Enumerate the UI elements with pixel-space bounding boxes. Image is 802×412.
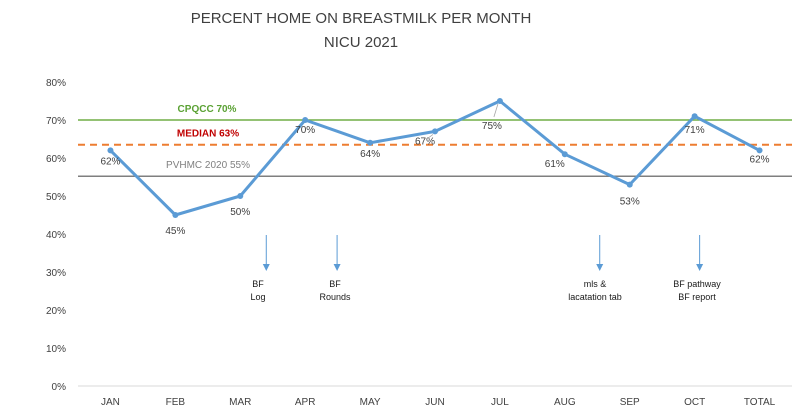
chart-title: PERCENT HOME ON BREASTMILK PER MONTH [191, 10, 532, 27]
data-label: 61% [545, 159, 565, 170]
data-label: 45% [165, 226, 185, 237]
x-tick-label: FEB [166, 397, 186, 408]
data-point [107, 147, 114, 154]
series-line [108, 99, 762, 217]
data-label: 62% [750, 154, 770, 165]
x-tick-label: JAN [101, 397, 120, 408]
x-tick-label: AUG [554, 397, 576, 408]
reference-line-label: PVHMC 2020 55% [166, 160, 250, 171]
x-tick-label: JUN [425, 397, 444, 408]
data-label: 67% [415, 136, 435, 147]
annotation-arrow-head [262, 264, 270, 271]
x-axis-labels: JAN FEB MAR APR MAY JUN JUL AUG SEP OCT TOTAL [101, 397, 776, 408]
y-tick-label: 0% [52, 382, 67, 393]
label-leader-line [493, 103, 499, 118]
data-label: 53% [620, 197, 640, 208]
annotation-text: BF [252, 279, 264, 289]
data-point [367, 139, 374, 146]
data-point [691, 113, 698, 120]
annotation-text: BF report [678, 292, 716, 302]
data-point [626, 181, 633, 188]
series-layer: 62% 45% 50% 70% 64% 67% 75% 61% 53% 71% 62% [100, 98, 770, 237]
reference-line-label: CPQCC 70% [178, 104, 237, 115]
x-tick-label: JUL [491, 397, 509, 408]
annotation-text: mls & [584, 279, 607, 289]
data-point [172, 212, 179, 218]
y-tick-label: 40% [46, 230, 66, 241]
y-tick-label: 70% [46, 116, 66, 127]
data-point [237, 193, 244, 199]
chart-subtitle: NICU 2021 [324, 34, 398, 51]
y-tick-label: 50% [46, 192, 66, 203]
y-tick-label: 20% [46, 306, 66, 317]
reference-lines: CPQCC 70% MEDIAN 63% PVHMC 2020 55% [78, 104, 792, 177]
y-tick-label: 30% [46, 268, 66, 279]
data-point [496, 98, 503, 104]
annotation-text: BF [329, 279, 341, 289]
y-tick-label: 60% [46, 154, 66, 165]
y-tick-label: 10% [46, 344, 66, 355]
x-tick-label: OCT [684, 397, 705, 408]
data-point [302, 117, 309, 123]
y-tick-label: 80% [46, 78, 66, 89]
data-label: 71% [685, 125, 705, 136]
data-label: 50% [230, 207, 250, 218]
annotation-text: lacatation tab [568, 292, 622, 302]
y-axis: 0% 10% 20% 30% 40% 50% 60% 70% 80% [46, 78, 66, 393]
annotation-text: Log [250, 292, 265, 302]
x-tick-label: TOTAL [744, 397, 776, 408]
data-label: 62% [100, 156, 120, 167]
data-point [756, 147, 763, 154]
data-point [432, 128, 438, 135]
x-tick-label: MAY [360, 397, 381, 408]
reference-line-label: MEDIAN 63% [177, 129, 239, 140]
data-label: 75% [482, 121, 502, 132]
annotation-arrow-head [333, 264, 341, 271]
annotation-arrows: BF Log BF Rounds mls & lacatation tab BF pathw… [250, 235, 721, 302]
annotation-text: Rounds [319, 292, 351, 302]
data-label: 70% [295, 125, 315, 136]
data-point [561, 151, 568, 158]
x-tick-label: MAR [229, 397, 251, 408]
data-label: 64% [360, 149, 380, 160]
annotation-arrow-head [596, 264, 604, 271]
x-tick-label: SEP [620, 397, 640, 408]
label-leader-line [428, 134, 434, 138]
annotation-arrow-head [696, 264, 704, 271]
annotation-text: BF pathway [673, 279, 721, 289]
x-tick-label: APR [295, 397, 316, 408]
